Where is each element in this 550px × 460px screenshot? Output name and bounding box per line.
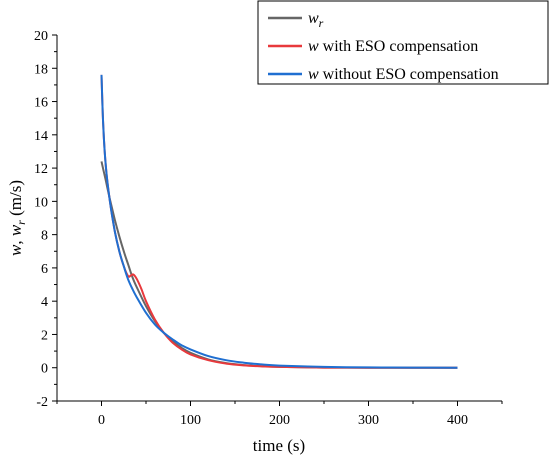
legend-var: w (308, 10, 319, 27)
y-axis-title-sep: , (6, 236, 25, 245)
y-tick-label: 4 (41, 295, 48, 310)
y-tick-label: 18 (34, 62, 48, 77)
x-tick-label: 300 (358, 413, 379, 428)
x-ticks: 0 100 200 300 400 (56, 401, 503, 428)
x-axis-title: time (s) (253, 436, 305, 455)
y-tick-label: 10 (34, 195, 48, 210)
x-tick-label: 0 (98, 413, 105, 428)
series-line-wr (100, 161, 458, 369)
y-tick-label: 12 (34, 162, 48, 177)
x-tick-label: 200 (269, 413, 290, 428)
y-tick-label: 6 (41, 262, 48, 277)
legend-box (257, 0, 549, 85)
y-tick-label: 20 (34, 29, 48, 44)
legend-label-w_eso: w with ESO compensation (308, 38, 478, 55)
y-tick-label: 2 (41, 328, 48, 343)
axes (56, 35, 502, 402)
x-tick-label: 400 (447, 413, 468, 428)
x-tick-label: 100 (180, 413, 201, 428)
series-line-w_no_eso (100, 74, 458, 369)
y-axis-title-sub: r (14, 220, 28, 225)
legend-text: with ESO compensation (319, 38, 479, 55)
y-axis-title-var: w (6, 244, 25, 256)
series-lines (100, 74, 458, 369)
legend-label-wr: wr (308, 10, 324, 30)
y-axis-title-var2: w (6, 224, 25, 236)
y-axis-title: w, wr (m/s) (6, 180, 28, 256)
legend-var: w (308, 38, 319, 55)
y-axis-title-unit: (m/s) (6, 180, 25, 220)
legend-label-w_no_eso: w without ESO compensation (308, 66, 499, 83)
y-tick-label: 0 (41, 362, 48, 377)
legend-sub: r (319, 16, 324, 30)
y-ticks: -2 0 2 4 6 8 10 12 14 16 18 20 (34, 29, 57, 410)
y-tick-label: -2 (36, 395, 48, 410)
y-tick-label: 16 (34, 96, 48, 111)
y-tick-label: 14 (34, 129, 48, 144)
legend-var: w (308, 66, 319, 83)
legend-text: without ESO compensation (319, 66, 499, 83)
y-tick-label: 8 (41, 229, 48, 244)
